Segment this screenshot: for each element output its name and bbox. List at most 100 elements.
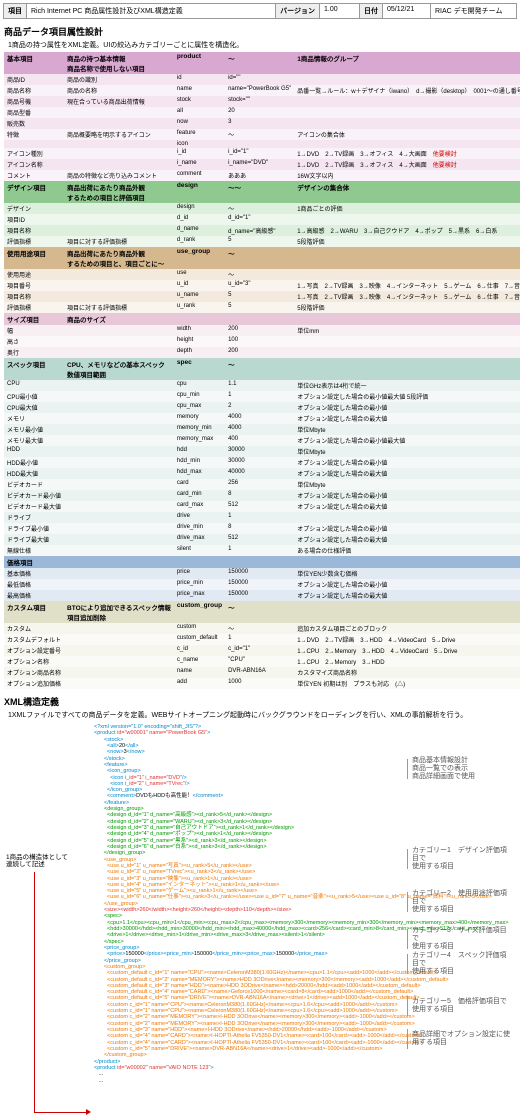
- table-cell: DVR-ABN16A: [225, 667, 294, 678]
- table-cell: 品番一覧→ルール：w＋デザイナ（iwano） d→撮影（desktop） 000…: [294, 85, 520, 96]
- table-cell: 単位mm: [294, 325, 520, 336]
- table-cell: 1: [225, 545, 294, 556]
- table-cell: [64, 424, 174, 435]
- table-cell: [64, 490, 174, 501]
- group-header-cell: CPU、メモリなどの基本スペック数値項目範囲: [64, 358, 174, 380]
- table-cell: 幅: [4, 325, 64, 336]
- group-header-cell: 1商品情報のグループ: [294, 52, 520, 74]
- table-cell: 単位GHz表示は4桁で統一: [294, 380, 520, 391]
- group-header-cell: 商品のサイズ: [64, 313, 174, 325]
- table-cell: 商品名称: [4, 85, 64, 96]
- attribute-table: 基本項目商品の持つ基本情報商品名称で使用しない項目product〜1商品情報のグ…: [4, 52, 520, 689]
- section1-desc: 1商品の持つ属性をXML定義。UIの絞込みカテゴリーごとに属性を構造化。: [8, 40, 512, 50]
- arrow-label: 1商品の構造体として連続して記述: [6, 854, 76, 869]
- table-cell: 30000: [225, 446, 294, 457]
- group-header-cell: 〜〜: [225, 181, 294, 203]
- table-cell: 特徴: [4, 129, 64, 140]
- group-header-cell: 価格項目: [4, 556, 64, 568]
- table-cell: u_id="3": [225, 280, 294, 291]
- table-cell: アイコンの集合体: [294, 129, 520, 140]
- table-cell: [64, 291, 174, 302]
- table-cell: ドライブ最大値: [4, 534, 64, 545]
- group-header-cell: [225, 556, 294, 568]
- table-cell: 3: [225, 118, 294, 129]
- section1-title: 商品データ項目属性設計: [4, 25, 516, 38]
- table-cell: [64, 148, 174, 159]
- table-cell: i_name="DVD": [225, 159, 294, 170]
- table-cell: オプション設定した場合の最小値: [294, 579, 520, 590]
- table-cell: card: [174, 479, 225, 490]
- table-cell: [64, 534, 174, 545]
- table-cell: [64, 140, 174, 148]
- table-cell: [294, 140, 520, 148]
- table-cell: 商品の名称: [64, 85, 174, 96]
- table-cell: icon: [174, 140, 225, 148]
- table-cell: [64, 118, 174, 129]
- table-cell: name: [174, 667, 225, 678]
- hdr-team: RIAC デモ開発チーム: [431, 4, 516, 18]
- table-cell: オプション設定した場合の最小値: [294, 402, 520, 413]
- table-cell: stock: [174, 96, 225, 107]
- table-cell: 〜: [225, 129, 294, 140]
- table-cell: 1: [225, 512, 294, 523]
- table-cell: 2: [225, 402, 294, 413]
- table-cell: 40000: [225, 468, 294, 479]
- table-cell: 1000: [225, 678, 294, 689]
- group-header-cell: use_group: [174, 247, 225, 269]
- table-cell: custom: [174, 623, 225, 634]
- table-cell: [64, 446, 174, 457]
- group-header-cell: [294, 247, 520, 269]
- table-cell: [64, 435, 174, 446]
- group-header-cell: BTOにより追加できるスペック情報項目追加削除: [64, 601, 174, 623]
- table-cell: 5: [225, 236, 294, 247]
- hdr-item: Rich Internet PC 商品属性設計及びXML構造定義: [27, 4, 276, 18]
- table-cell: アイコン種別: [4, 148, 64, 159]
- table-cell: 150000: [225, 579, 294, 590]
- table-cell: オプション設定した場合の最大値: [294, 468, 520, 479]
- table-cell: 最低価格: [4, 579, 64, 590]
- table-cell: 追加カスタム項目ごとのブロック: [294, 623, 520, 634]
- table-cell: 16W文字以内: [294, 170, 520, 181]
- table-cell: 商品ID: [4, 74, 64, 85]
- table-cell: コメント: [4, 170, 64, 181]
- table-cell: 〜: [225, 203, 294, 214]
- group-header-cell: design: [174, 181, 225, 203]
- table-cell: [64, 590, 174, 601]
- table-cell: [64, 468, 174, 479]
- table-cell: 基本価格: [4, 568, 64, 579]
- table-cell: 150000: [225, 590, 294, 601]
- table-cell: 1: [225, 634, 294, 645]
- table-cell: memory_max: [174, 435, 225, 446]
- table-cell: [64, 656, 174, 667]
- doc-header: 項目 Rich Internet PC 商品属性設計及びXML構造定義 バージョ…: [3, 3, 517, 19]
- table-cell: オプション設定した場合の最大値: [294, 413, 520, 424]
- group-header-cell: 〜: [225, 247, 294, 269]
- table-cell: 商品の識別: [64, 74, 174, 85]
- table-cell: 商品号機: [4, 96, 64, 107]
- table-cell: now: [174, 118, 225, 129]
- hdr-item-lbl: 項目: [4, 4, 27, 18]
- group-header-cell: product: [174, 52, 225, 74]
- table-cell: 単位Mbyte: [294, 479, 520, 490]
- table-cell: 単位YEN 初期は別 プラスも対応 (△): [294, 678, 520, 689]
- section2-title: XML構造定義: [4, 695, 516, 708]
- table-cell: d_name: [174, 225, 225, 236]
- table-cell: 200: [225, 347, 294, 358]
- table-cell: 奥行: [4, 347, 64, 358]
- table-cell: [64, 225, 174, 236]
- table-cell: 1→写真 2→TV録画 3→映像 4→インターネット 5→ゲーム 6→仕事 7→…: [294, 291, 520, 302]
- table-cell: 商品の特徴など売り込みコメント: [64, 170, 174, 181]
- table-cell: HDD最小値: [4, 457, 64, 468]
- xml-annotation: 商品基本情報設計商品一覧での表示商品詳細画面で使用: [407, 759, 512, 779]
- group-header-cell: 〜: [225, 358, 294, 380]
- table-cell: [64, 402, 174, 413]
- table-cell: d_name="高級感": [225, 225, 294, 236]
- table-cell: c_id: [174, 645, 225, 656]
- table-cell: 20: [225, 107, 294, 118]
- table-cell: d_rank: [174, 236, 225, 247]
- xml-annotation: 商品詳細でオプション設定に使用する項目: [407, 1029, 512, 1049]
- table-cell: 単位Mbyte: [294, 446, 520, 457]
- table-cell: ビデオカード: [4, 479, 64, 490]
- table-cell: オプション設定した場合の最小値最大値 5段評価: [294, 391, 520, 402]
- table-cell: オプション設定した場合の最小値: [294, 457, 520, 468]
